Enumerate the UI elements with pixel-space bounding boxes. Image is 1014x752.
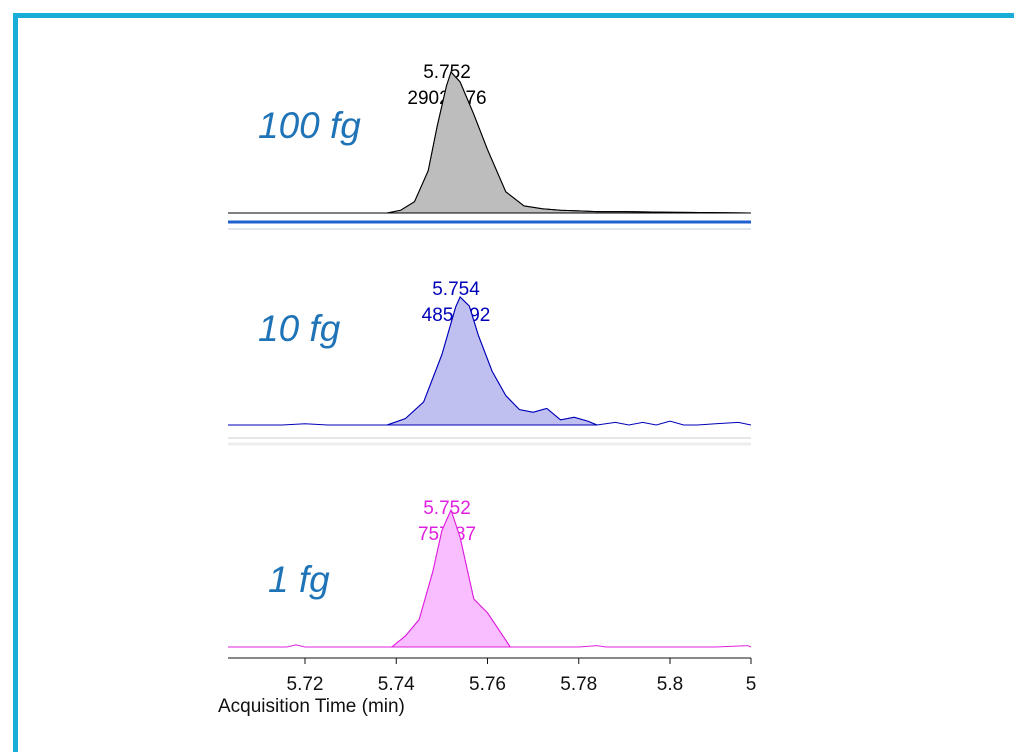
x-tick-label: 5.8 xyxy=(657,674,683,695)
x-tick-label: 5 xyxy=(746,674,757,695)
peak-rt-label: 5.754 xyxy=(432,279,480,300)
panel-1fg: 1 fg 5.752 757.87 xyxy=(228,498,752,648)
panel-10fg: 10 fg 5.754 4854.92 xyxy=(228,279,752,446)
x-tick-label: 5.78 xyxy=(560,674,597,695)
trace-line xyxy=(228,296,752,426)
trace-1fg xyxy=(228,508,752,648)
panel-label: 100 fg xyxy=(258,105,361,146)
trace-line xyxy=(228,508,752,648)
panel-label: 10 fg xyxy=(258,308,341,349)
panel-100fg: 100 fg 5.752 29029.76 xyxy=(228,62,752,230)
peak-area xyxy=(386,296,598,426)
trace-100fg xyxy=(228,71,752,214)
trace-line xyxy=(228,71,752,214)
x-tick-label: 5.74 xyxy=(378,674,415,695)
panel-label: 1 fg xyxy=(268,559,330,600)
peak-area xyxy=(390,508,512,648)
peak-rt-label: 5.752 xyxy=(423,62,471,83)
x-axis: 5.72 5.74 5.76 5.78 5.8 5 xyxy=(228,657,757,695)
x-tick-label: 5.72 xyxy=(287,674,324,695)
figure-frame xyxy=(13,13,1014,752)
peak-rt-label: 5.752 xyxy=(423,498,471,519)
x-axis-label: Acquisition Time (min) xyxy=(218,696,405,717)
x-tick-label: 5.76 xyxy=(469,674,506,695)
trace-10fg xyxy=(228,296,752,426)
